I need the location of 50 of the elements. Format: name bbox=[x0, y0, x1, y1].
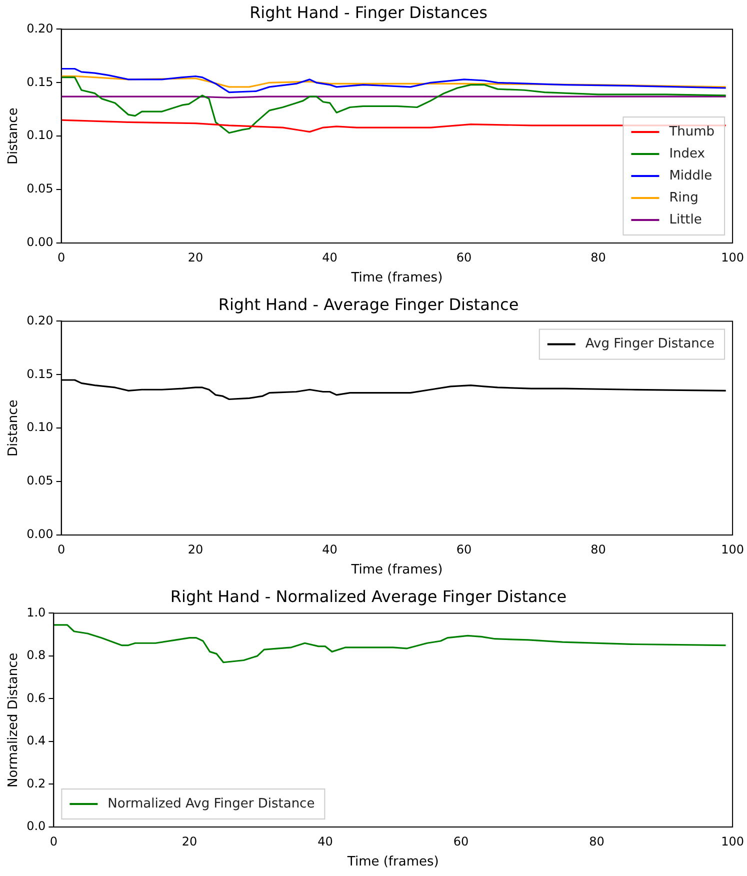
x-tick-label: 40 bbox=[322, 250, 338, 264]
x-tick-label: 100 bbox=[721, 542, 744, 556]
chart-title: Right Hand - Finger Distances bbox=[250, 2, 488, 22]
y-tick-label: 0.8 bbox=[26, 648, 46, 662]
x-tick-label: 80 bbox=[589, 834, 604, 848]
x-tick-label: 60 bbox=[453, 834, 469, 848]
legend-label: Little bbox=[669, 212, 702, 228]
y-tick-label: 0.6 bbox=[26, 690, 46, 705]
x-tick-label: 0 bbox=[58, 542, 66, 556]
x-tick-label: 80 bbox=[590, 542, 606, 556]
y-tick-label: 0.00 bbox=[26, 527, 54, 542]
y-tick-label: 0.05 bbox=[26, 474, 54, 488]
chart-title: Right Hand - Normalized Average Finger Distance bbox=[170, 586, 567, 606]
x-tick-label: 60 bbox=[456, 542, 472, 556]
x-tick-label: 40 bbox=[322, 542, 338, 556]
y-tick-label: 0.20 bbox=[26, 21, 54, 36]
legend-label: Middle bbox=[669, 168, 712, 184]
x-axis-title: Time (frames) bbox=[350, 270, 443, 286]
x-axis-title: Time (frames) bbox=[350, 562, 443, 578]
y-tick-label: 0.15 bbox=[26, 366, 54, 381]
chart-title: Right Hand - Average Finger Distance bbox=[218, 294, 519, 314]
y-tick-label: 1.0 bbox=[26, 605, 46, 620]
x-tick-label: 0 bbox=[58, 250, 66, 264]
x-tick-label: 0 bbox=[50, 834, 58, 848]
y-axis-title: Normalized Distance bbox=[6, 652, 22, 788]
y-axis-title: Distance bbox=[6, 400, 22, 457]
x-tick-label: 20 bbox=[188, 250, 204, 264]
x-tick-label: 20 bbox=[188, 542, 204, 556]
x-axis-title: Time (frames) bbox=[346, 854, 439, 870]
y-tick-label: 0.15 bbox=[26, 74, 54, 89]
y-tick-label: 0.0 bbox=[26, 819, 46, 834]
x-tick-label: 100 bbox=[721, 834, 744, 848]
legend-label: Normalized Avg Finger Distance bbox=[108, 796, 315, 812]
x-tick-label: 80 bbox=[590, 250, 606, 264]
legend-label: Thumb bbox=[668, 124, 715, 140]
y-axis-title: Distance bbox=[6, 108, 22, 165]
x-tick-label: 40 bbox=[318, 834, 333, 848]
y-tick-label: 0.10 bbox=[26, 420, 54, 434]
y-tick-label: 0.2 bbox=[26, 776, 46, 790]
legend-label: Avg Finger Distance bbox=[585, 336, 715, 352]
y-tick-label: 0.10 bbox=[26, 128, 54, 142]
legend-label: Index bbox=[669, 146, 706, 162]
y-tick-label: 0.4 bbox=[26, 734, 46, 748]
y-tick-label: 0.00 bbox=[26, 235, 54, 250]
legend-label: Ring bbox=[669, 190, 698, 206]
y-tick-label: 0.05 bbox=[26, 182, 54, 196]
x-tick-label: 20 bbox=[182, 834, 198, 848]
y-tick-label: 0.20 bbox=[26, 313, 54, 328]
x-tick-label: 100 bbox=[721, 250, 744, 264]
x-tick-label: 60 bbox=[456, 250, 472, 264]
